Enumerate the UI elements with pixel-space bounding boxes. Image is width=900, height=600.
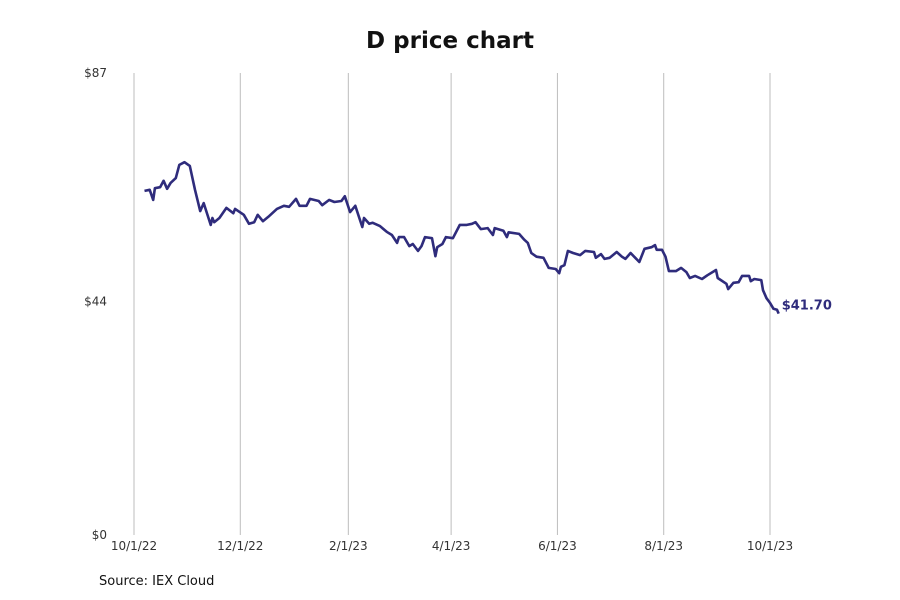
chart-title: D price chart (366, 28, 534, 54)
x-tick-label: 8/1/23 (644, 539, 683, 553)
price-line (144, 160, 780, 315)
x-tick-label: 10/1/22 (111, 539, 157, 553)
last-value-label: $41.70 (782, 299, 832, 314)
y-tick-label: $44 (84, 294, 107, 308)
x-tick-label: 10/1/23 (747, 539, 793, 553)
y-tick-label: $87 (84, 66, 107, 80)
source-note: Source: IEX Cloud (99, 574, 215, 589)
x-tick-label: 6/1/23 (538, 539, 577, 553)
y-tick-label: $0 (92, 528, 107, 542)
x-tick-label: 2/1/23 (329, 539, 368, 553)
x-tick-label: 12/1/22 (217, 539, 263, 553)
x-tick-label: 4/1/23 (432, 539, 471, 553)
